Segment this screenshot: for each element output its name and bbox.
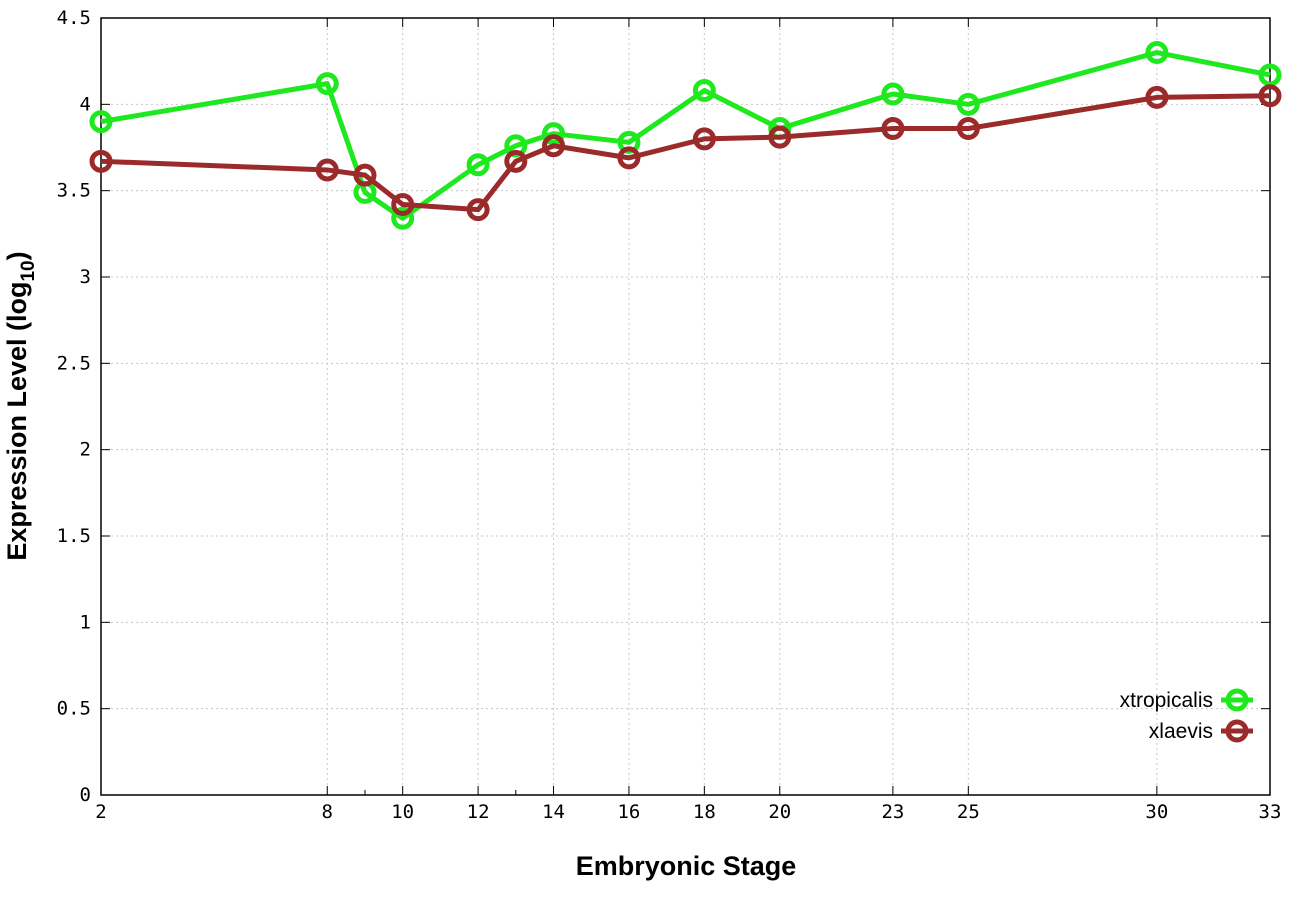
data-point-xlaevis [89,149,113,173]
axes: 0 0.5 1 1.5 2 2.5 3 3.5 4 4.5 2 8 10 12 14 16 18 20 23 25 30… [57,7,1282,823]
legend-marker-xlaevis [1225,719,1249,743]
grid [101,18,1270,795]
y-tick-label: 4.5 [57,7,91,29]
data-point-xlaevis [315,158,339,182]
data-point-xtropicalis [542,122,566,146]
legend-marker-xtropicalis [1225,688,1249,712]
series-line-xlaevis [100,93,1271,213]
y-tick-label: 1.5 [57,525,91,547]
x-tick-label: 10 [391,801,414,823]
data-point-xlaevis [466,198,490,222]
x-tick-label: 18 [693,801,716,823]
x-tick-label: 30 [1145,801,1168,823]
data-point-xlaevis [881,117,905,141]
data-point-xtropicalis [315,72,339,96]
data-point-xlaevis [1145,85,1169,109]
data-point-xtropicalis [1145,41,1169,65]
x-tick-label: 16 [617,801,640,823]
y-tick-label: 0 [80,784,91,806]
x-tick-label: 12 [467,801,490,823]
data-point-xtropicalis [391,206,415,230]
x-tick-label: 23 [881,801,904,823]
data-point-xlaevis [391,192,415,216]
x-tick-label: 2 [95,801,106,823]
x-tick-label: 8 [322,801,333,823]
data-point-xlaevis [542,134,566,158]
x-tick-label: 20 [768,801,791,823]
legend-label-xlaevis: xlaevis [1149,720,1213,743]
y-tick-label: 4 [80,93,91,115]
series-line-xtropicalis [100,50,1271,221]
x-tick-label: 25 [957,801,980,823]
data-point-xtropicalis [89,110,113,134]
y-axis-label: Expression Level (log10) [2,251,39,560]
data-point-xlaevis [617,146,641,170]
data-point-xlaevis [692,127,716,151]
legend: xtropicalis xlaevis [1120,688,1253,743]
data-point-xtropicalis [1258,63,1282,87]
data-point-xtropicalis [956,92,980,116]
plot-frame [100,17,1271,796]
y-tick-label: 2 [80,439,91,461]
series-layer [89,41,1282,230]
x-tick-label: 14 [542,801,565,823]
legend-label-xtropicalis: xtropicalis [1120,689,1213,712]
data-point-xtropicalis [692,79,716,103]
x-tick-label: 33 [1259,801,1282,823]
y-tick-label: 3.5 [57,180,91,202]
data-point-xtropicalis [881,82,905,106]
data-point-xtropicalis [466,153,490,177]
data-point-xlaevis [956,117,980,141]
y-tick-label: 1 [80,611,91,633]
data-point-xlaevis [768,125,792,149]
data-point-xlaevis [353,163,377,187]
y-tick-label: 3 [80,266,91,288]
data-point-xlaevis [504,149,528,173]
data-point-xlaevis [1258,84,1282,108]
x-axis-label: Embryonic Stage [576,851,797,881]
y-tick-label: 2.5 [57,352,91,374]
y-tick-label: 0.5 [57,698,91,720]
